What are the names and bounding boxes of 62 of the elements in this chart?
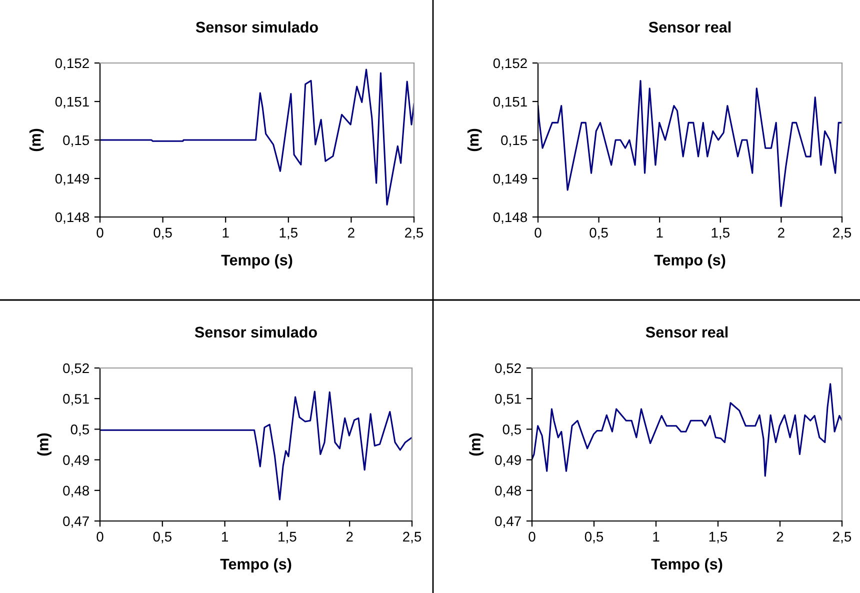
line-series (532, 383, 842, 477)
line-series (538, 80, 842, 207)
x-tick-label: 1,5 (278, 532, 296, 544)
y-tick-label: 0,52 (495, 363, 521, 375)
y-tick-label: 0,48 (63, 486, 89, 498)
x-tick-label: 0,5 (154, 228, 172, 240)
y-tick-label: 0,47 (63, 516, 89, 528)
x-axis-title: Tempo (s) (220, 558, 292, 572)
y-tick-label: 0,151 (493, 96, 527, 108)
y-tick-label: 0,49 (63, 455, 89, 467)
y-tick-label: 0,149 (55, 174, 89, 186)
chart-title: Sensor real (648, 21, 731, 33)
y-tick-label: 0,15 (63, 135, 90, 147)
y-tick-label: 0,51 (63, 394, 89, 406)
y-axis-title: (m) (29, 128, 44, 152)
x-tick-label: 2 (776, 532, 784, 542)
y-tick-label: 0,152 (55, 58, 89, 70)
y-axis-title: (m) (469, 433, 484, 456)
x-tick-label: 0 (96, 532, 104, 542)
y-tick-label: 0,49 (495, 455, 521, 467)
y-axis-title: (m) (37, 433, 52, 456)
x-axis-title: Tempo (s) (221, 254, 292, 268)
y-tick-label: 0,15 (501, 135, 528, 147)
x-tick-label: 2,5 (833, 228, 852, 240)
y-axis-title: (m) (467, 128, 482, 152)
y-tick-label: 0,51 (495, 394, 521, 406)
x-tick-label: 2 (348, 228, 354, 238)
y-tick-label: 0,148 (493, 212, 527, 224)
chart-title: Sensor real (646, 326, 728, 338)
x-tick-label: 1,5 (712, 228, 730, 240)
x-tick-label: 2,5 (403, 532, 422, 544)
chart-title: Sensor simulado (196, 21, 318, 33)
y-tick-label: 0,151 (55, 96, 89, 108)
x-tick-label: 2 (778, 228, 784, 238)
x-tick-label: 0 (96, 228, 104, 238)
x-tick-label: 1 (222, 228, 229, 238)
line-series (100, 390, 412, 500)
x-axis-title: Tempo (s) (651, 558, 722, 572)
y-tick-label: 0,5 (70, 424, 90, 436)
y-tick-label: 0,48 (495, 486, 521, 498)
x-tick-label: 1 (656, 228, 663, 238)
x-tick-label: 1,5 (280, 228, 298, 240)
chart-title: Sensor simulado (194, 326, 317, 338)
x-tick-label: 1 (653, 532, 660, 542)
x-tick-label: 2,5 (833, 532, 852, 544)
y-tick-label: 0,52 (63, 363, 89, 375)
y-tick-label: 0,148 (55, 212, 89, 224)
x-tick-label: 1,5 (709, 532, 728, 544)
y-tick-label: 0,149 (493, 174, 527, 186)
x-tick-label: 0,5 (153, 532, 172, 544)
x-tick-label: 1 (222, 532, 228, 542)
x-axis-title: Tempo (s) (654, 254, 726, 268)
line-series (100, 68, 414, 206)
x-tick-label: 0 (534, 228, 542, 238)
x-tick-label: 2 (346, 532, 353, 542)
x-tick-label: 0,5 (590, 228, 608, 240)
x-tick-label: 0 (528, 532, 536, 542)
x-tick-label: 2,5 (405, 228, 424, 240)
y-tick-label: 0,5 (502, 424, 522, 436)
x-tick-label: 0,5 (584, 532, 604, 544)
y-tick-label: 0,47 (495, 516, 521, 528)
y-tick-label: 0,152 (493, 58, 527, 70)
